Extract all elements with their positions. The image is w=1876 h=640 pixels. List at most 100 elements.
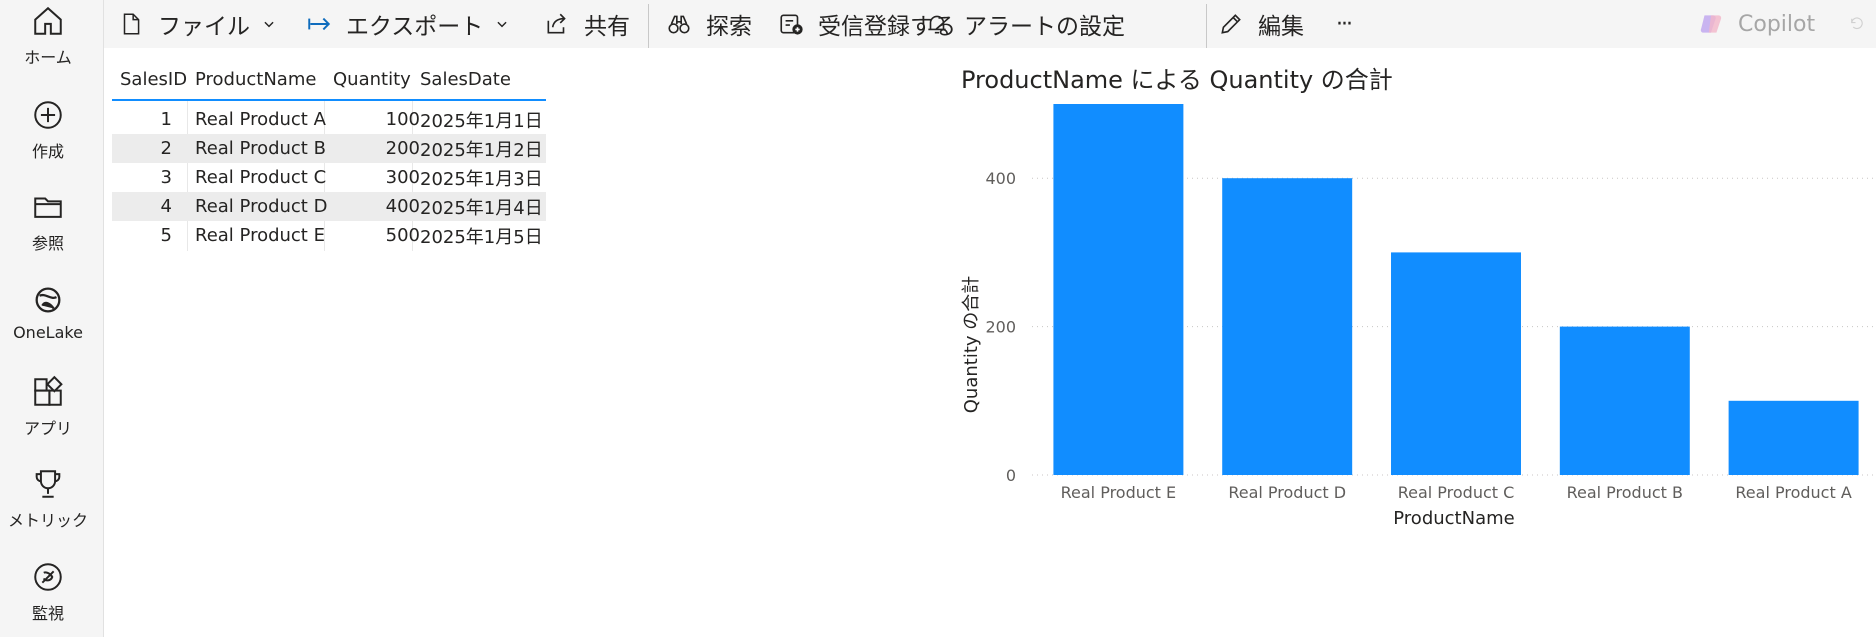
nav-metrics[interactable]: メトリック: [0, 467, 96, 547]
nav-monitor-label: 監視: [31, 604, 64, 623]
bar[interactable]: [1053, 104, 1184, 475]
cell-quantity: 400: [385, 196, 420, 217]
cell-productname: Real Product A: [195, 109, 326, 130]
table-row[interactable]: 1 Real Product A 100 2025年1月1日: [112, 105, 546, 134]
column-divider: [324, 101, 325, 251]
home-icon: [34, 6, 62, 35]
nav-onelake[interactable]: OneLake: [0, 283, 96, 363]
column-divider: [187, 101, 188, 251]
share-label: 共有: [584, 14, 630, 40]
more-options-icon: ···: [1336, 11, 1353, 37]
reset-button[interactable]: [1848, 0, 1876, 48]
onelake-icon: [35, 287, 61, 313]
binoculars-icon: [668, 15, 690, 34]
bar[interactable]: [1391, 252, 1521, 475]
share-button[interactable]: 共有: [544, 0, 630, 48]
y-axis-title: Quantity の合計: [961, 276, 982, 414]
quantity-bar-chart[interactable]: 0 200 400 Real Product E Real Product D Real …: [950, 90, 1876, 540]
x-tick-label: Real Product D: [1228, 483, 1346, 502]
export-menu-label: エクスポート: [346, 14, 484, 40]
pencil-icon: [1221, 14, 1241, 34]
cell-salesid: 1: [160, 109, 172, 130]
nav-create[interactable]: 作成: [0, 98, 96, 178]
left-nav-rail: ホーム 作成 参照 OneLake アプリ メトリック 監視: [0, 0, 104, 637]
cell-salesdate: 2025年1月4日: [420, 197, 543, 219]
explore-label: 探索: [706, 14, 752, 40]
plus-circle-icon: [34, 101, 62, 129]
nav-home[interactable]: ホーム: [0, 4, 96, 84]
copilot-button[interactable]: Copilot: [1698, 0, 1815, 48]
bar[interactable]: [1559, 326, 1690, 475]
bar[interactable]: [1222, 178, 1353, 475]
bell-icon: [928, 15, 946, 34]
more-options-button[interactable]: ···: [1336, 0, 1353, 48]
report-toolbar: ファイル エクスポート 共有 探索 受信登録する アラートの設定 編集 ··· …: [104, 0, 1876, 48]
chevron-down-icon: [264, 21, 274, 28]
file-menu-button[interactable]: ファイル: [118, 0, 276, 48]
nav-apps-label: アプリ: [23, 419, 72, 438]
alerts-label: アラートの設定: [964, 14, 1125, 40]
cell-salesdate: 2025年1月1日: [420, 110, 543, 132]
edit-button[interactable]: 編集: [1218, 0, 1304, 48]
undo-icon: [1851, 17, 1863, 30]
apps-icon: [34, 375, 63, 406]
x-axis-title: ProductName: [1393, 508, 1514, 529]
x-tick-label: Real Product A: [1735, 483, 1851, 502]
export-arrow-icon: [308, 17, 331, 31]
cell-productname: Real Product E: [195, 225, 325, 246]
folder-icon: [34, 197, 62, 218]
bar[interactable]: [1728, 400, 1859, 475]
cell-productname: Real Product B: [195, 138, 326, 159]
column-divider: [412, 101, 413, 251]
nav-apps[interactable]: アプリ: [0, 375, 96, 455]
nav-onelake-label: OneLake: [13, 323, 83, 342]
nav-browse[interactable]: 参照: [0, 190, 96, 270]
column-header-productname[interactable]: ProductName: [195, 69, 317, 90]
cell-salesid: 2: [160, 138, 172, 159]
table-row[interactable]: 5 Real Product E 500 2025年1月5日: [112, 221, 546, 250]
table-header-row: SalesID ProductName Quantity SalesDate: [112, 60, 546, 101]
table-row[interactable]: 2 Real Product B 200 2025年1月2日: [112, 134, 546, 163]
nav-monitor[interactable]: 監視: [0, 560, 96, 640]
share-icon: [547, 13, 566, 34]
nav-metrics-label: メトリック: [7, 511, 88, 530]
trophy-icon: [35, 470, 61, 498]
y-tick-label: 0: [1006, 466, 1016, 485]
x-tick-label: Real Product C: [1398, 483, 1515, 502]
explore-button[interactable]: 探索: [666, 0, 752, 48]
cell-salesid: 3: [160, 167, 172, 188]
cell-quantity: 200: [385, 138, 420, 159]
cell-salesid: 4: [160, 196, 172, 217]
chevron-down-icon: [497, 21, 507, 28]
column-header-quantity[interactable]: Quantity: [333, 69, 411, 90]
cell-salesid: 5: [160, 225, 172, 246]
export-menu-button[interactable]: エクスポート: [306, 0, 509, 48]
toolbar-separator: [1206, 4, 1207, 48]
x-tick-label: Real Product B: [1567, 483, 1683, 502]
nav-create-label: 作成: [31, 142, 64, 161]
y-tick-label: 400: [985, 169, 1016, 188]
table-row[interactable]: 4 Real Product D 400 2025年1月4日: [112, 192, 546, 221]
monitor-icon: [34, 563, 62, 591]
cell-salesdate: 2025年1月5日: [420, 226, 543, 248]
cell-quantity: 100: [385, 109, 420, 130]
cell-quantity: 300: [385, 167, 420, 188]
copilot-icon: [1700, 15, 1722, 33]
column-header-salesdate[interactable]: SalesDate: [420, 69, 511, 90]
nav-home-label: ホーム: [24, 48, 72, 67]
edit-label: 編集: [1258, 14, 1304, 40]
cell-salesdate: 2025年1月2日: [420, 139, 543, 161]
cell-quantity: 500: [385, 225, 420, 246]
y-tick-label: 200: [985, 318, 1016, 337]
file-menu-label: ファイル: [158, 14, 250, 40]
table-row[interactable]: 3 Real Product C 300 2025年1月3日: [112, 163, 546, 192]
nav-browse-label: 参照: [31, 234, 64, 253]
cell-productname: Real Product C: [195, 167, 327, 188]
alerts-button[interactable]: アラートの設定: [924, 0, 1125, 48]
cell-salesdate: 2025年1月3日: [420, 168, 543, 190]
cell-productname: Real Product D: [195, 196, 328, 217]
column-header-salesid[interactable]: SalesID: [120, 69, 188, 90]
copilot-label: Copilot: [1738, 11, 1816, 37]
toolbar-separator: [648, 4, 649, 48]
x-tick-label: Real Product E: [1061, 483, 1177, 502]
